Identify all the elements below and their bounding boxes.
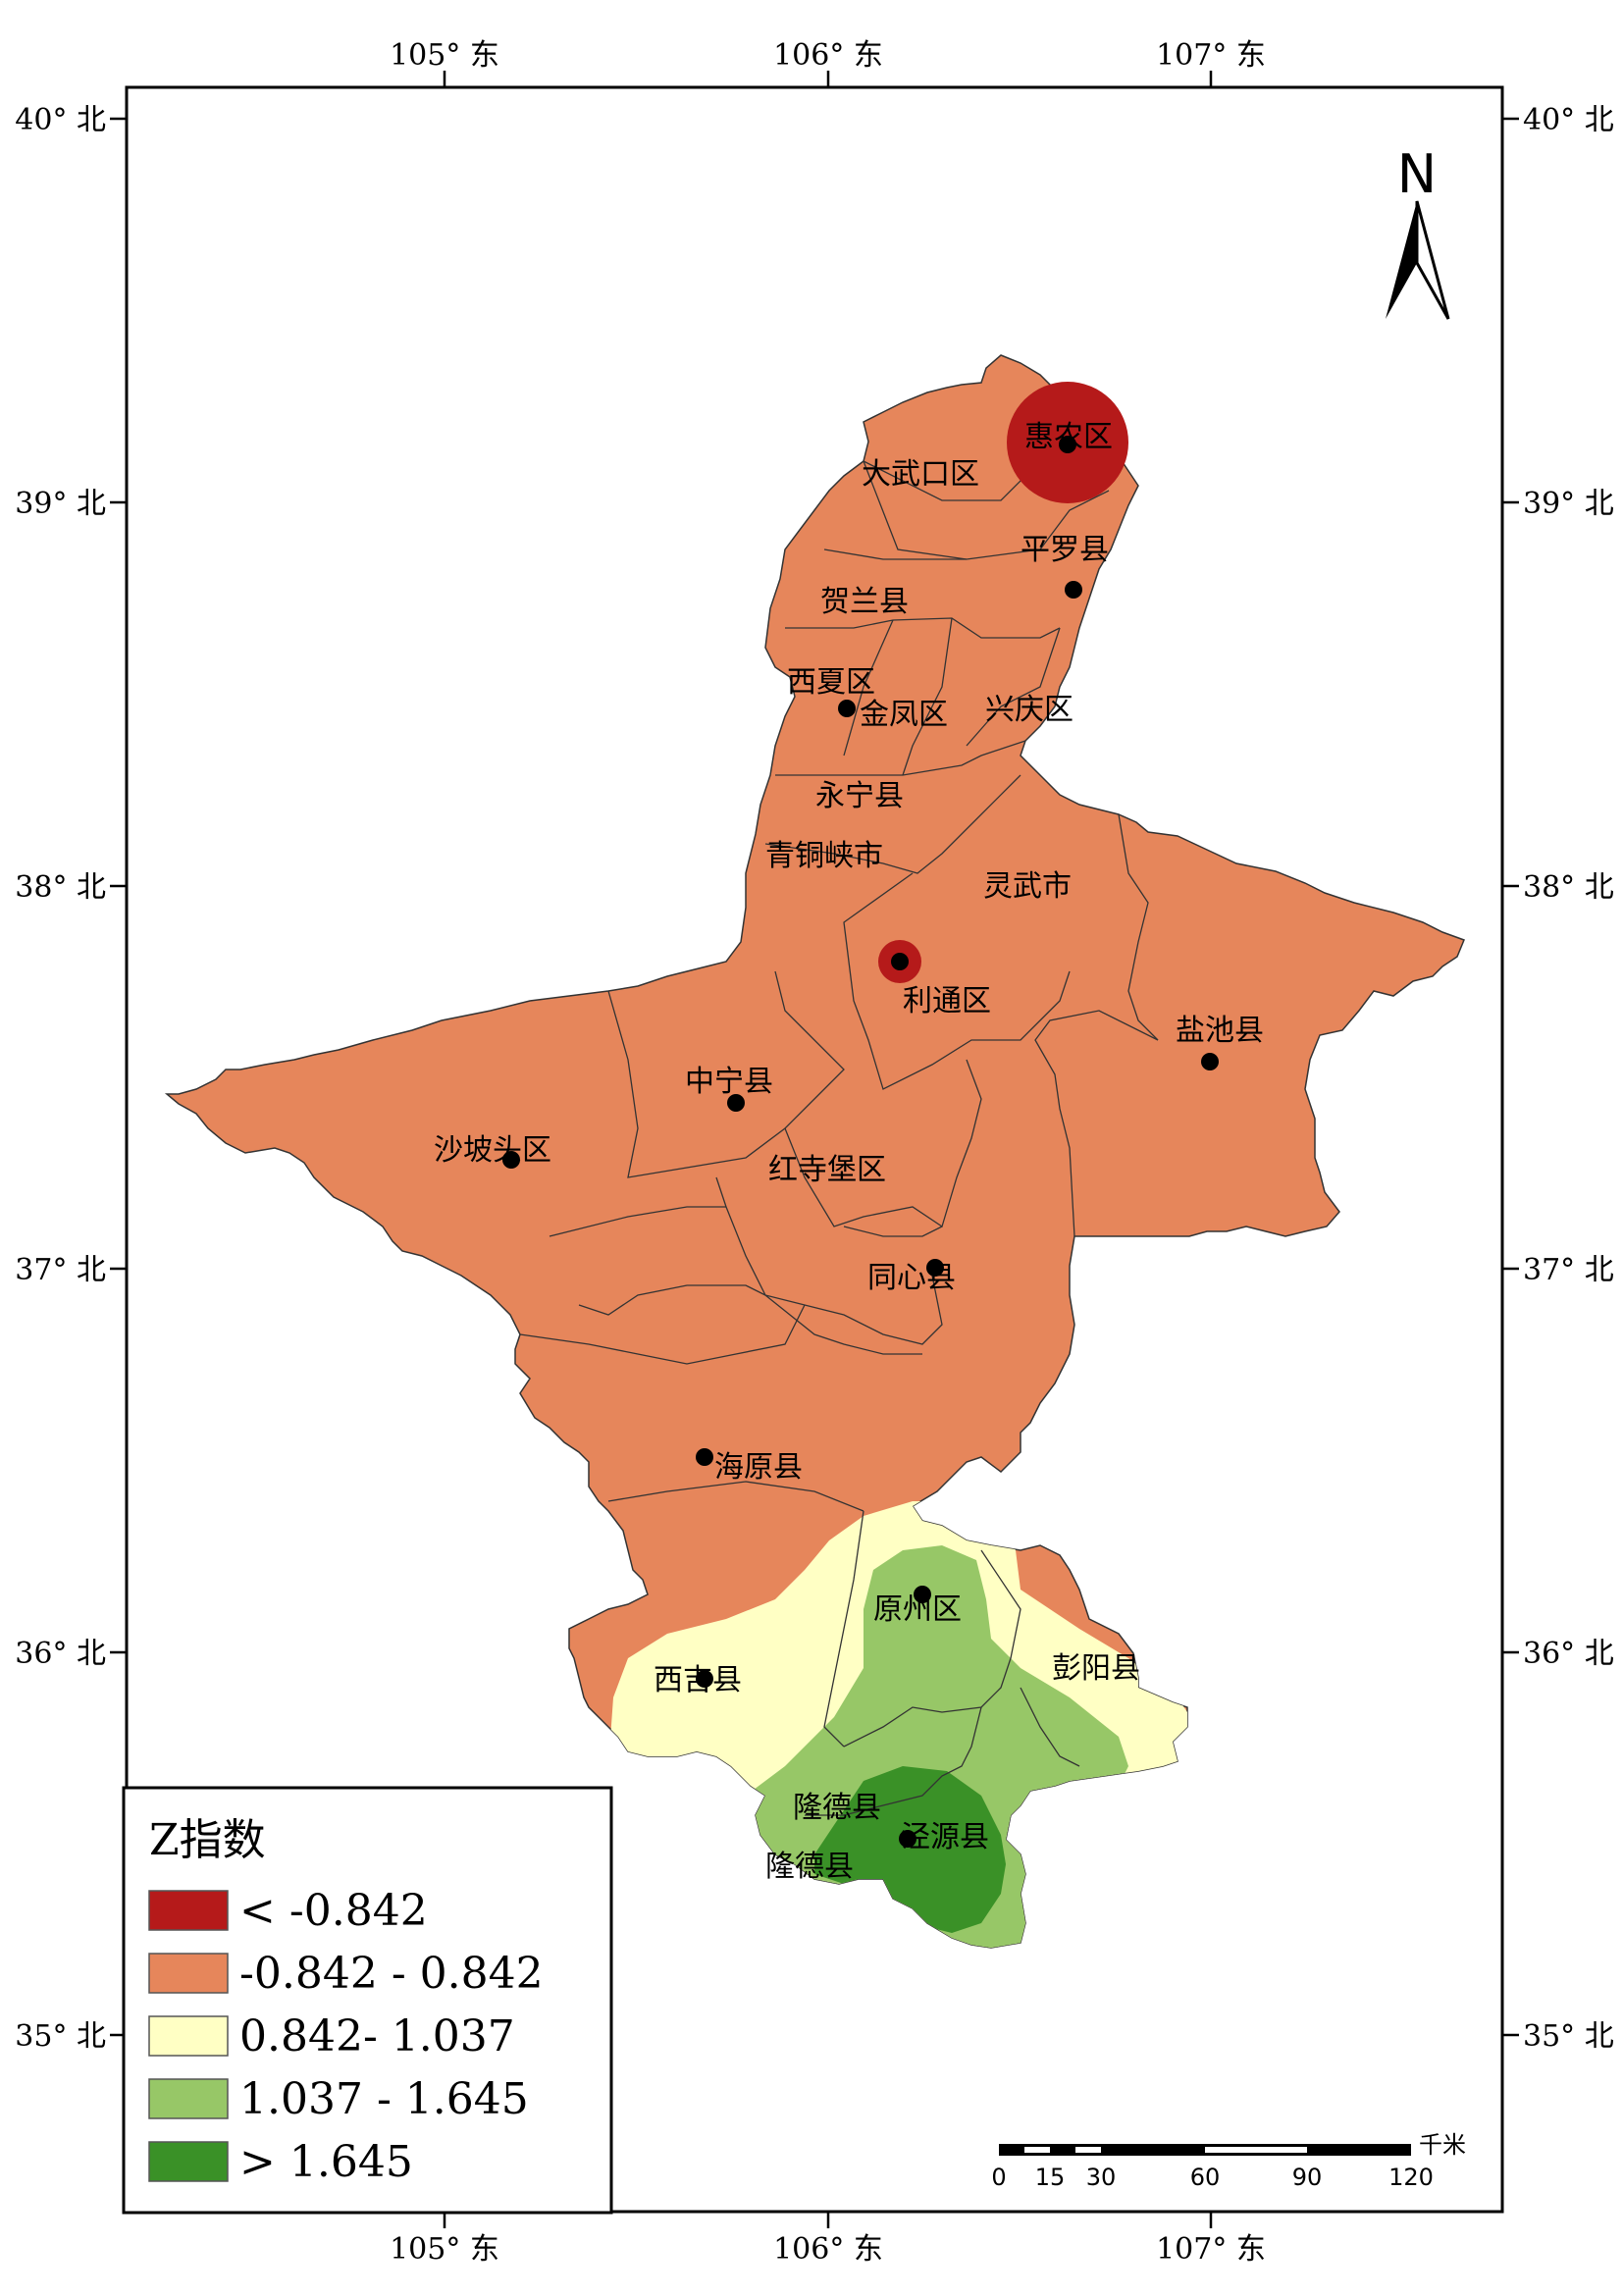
place-point: [1065, 581, 1082, 599]
top-longitude-label: 106° 东: [773, 38, 883, 73]
place-label: 同心县: [867, 1261, 956, 1295]
place-label: 海原县: [714, 1450, 803, 1485]
place-label: 盐池县: [1176, 1014, 1264, 1048]
right-latitude-label: 40° 北: [1523, 103, 1614, 137]
top-longitude-label: 105° 东: [390, 38, 499, 73]
bottom-longitude-label: 107° 东: [1156, 2232, 1266, 2267]
place-point: [696, 1670, 713, 1688]
legend-swatch: [148, 2078, 229, 2119]
place-label: 原州区: [873, 1592, 962, 1627]
place-point: [727, 1094, 745, 1112]
place-label: 红寺堡区: [768, 1153, 886, 1187]
place-label: 兴庆区: [985, 693, 1073, 727]
legend-label: 1.037 - 1.645: [239, 2074, 529, 2124]
legend-swatch: [148, 1890, 229, 1931]
place-label: 平罗县: [1021, 533, 1109, 567]
place-label: 彭阳县: [1052, 1651, 1140, 1686]
legend-swatch: [148, 1953, 229, 1994]
scale-tick-label: 15: [1035, 2164, 1066, 2191]
scale-tick-label: 120: [1388, 2164, 1434, 2191]
right-latitude-label: 38° 北: [1523, 870, 1614, 905]
place-label: 金凤区: [860, 698, 948, 732]
place-point: [899, 1830, 916, 1848]
north-arrow-letter: N: [1397, 143, 1437, 205]
legend-label: > 1.645: [239, 2137, 413, 2187]
place-label: 灵武市: [983, 869, 1072, 904]
right-latitude-label: 35° 北: [1523, 2019, 1614, 2054]
place-points: [502, 436, 1219, 1848]
place-label: 利通区: [903, 984, 991, 1018]
right-latitude-label: 39° 北: [1523, 487, 1614, 521]
left-latitude-label: 39° 北: [15, 487, 106, 521]
graticule-labels: 105° 东 106° 东 107° 东 105° 东 106° 东 107° …: [15, 38, 1613, 2267]
place-label: 惠农区: [1024, 420, 1113, 454]
place-label: 中宁县: [685, 1065, 773, 1099]
place-point: [502, 1151, 520, 1169]
place-label: 隆德县: [793, 1791, 881, 1825]
bottom-longitude-label: 106° 东: [773, 2232, 883, 2267]
legend-label: 0.842- 1.037: [239, 2011, 515, 2061]
scale-bar: 千米 0 15 30 60 90 120: [991, 2131, 1466, 2191]
legend-swatch: [148, 2015, 229, 2057]
legend-label: -0.842 - 0.842: [239, 1949, 544, 1999]
place-label: 西夏区: [787, 665, 875, 700]
scale-tick-label: 0: [991, 2164, 1006, 2191]
left-latitude-label: 37° 北: [15, 1253, 106, 1287]
place-label: 贺兰县: [820, 585, 909, 619]
scale-tick-label: 90: [1292, 2164, 1323, 2191]
legend-title: Z指数: [149, 1815, 266, 1865]
legend-label: < -0.842: [239, 1886, 428, 1936]
place-label: 永宁县: [815, 779, 904, 813]
place-point: [891, 953, 909, 970]
zone-dark-green: [814, 1766, 1006, 1933]
right-latitude-label: 37° 北: [1523, 1253, 1614, 1287]
scale-tick-label: 30: [1086, 2164, 1117, 2191]
right-latitude-label: 36° 北: [1523, 1637, 1614, 1671]
left-latitude-label: 40° 北: [15, 103, 106, 137]
place-label: 青铜峡市: [765, 839, 883, 873]
left-latitude-label: 36° 北: [15, 1637, 106, 1671]
legend-swatch: [148, 2141, 229, 2182]
place-label: 泾源县: [901, 1820, 989, 1854]
place-point: [914, 1586, 931, 1603]
left-latitude-label: 35° 北: [15, 2019, 106, 2054]
place-labels: 惠农区 大武口区 平罗县 贺兰县 西夏区 金凤区 兴庆区 永宁县 青铜峡市 灵武…: [434, 420, 1264, 1884]
county-boundaries: [519, 460, 1159, 1816]
place-point: [838, 700, 856, 717]
top-longitude-label: 107° 东: [1156, 38, 1266, 73]
place-point: [696, 1448, 713, 1466]
scale-tick-label: 60: [1190, 2164, 1221, 2191]
bottom-longitude-label: 105° 东: [390, 2232, 499, 2267]
place-label: 隆德县: [765, 1850, 854, 1884]
north-arrow-icon: N: [1386, 143, 1450, 320]
place-point: [1201, 1053, 1219, 1070]
place-label: 西吉县: [654, 1663, 742, 1697]
place-label: 大武口区: [862, 457, 979, 492]
legend: Z指数 < -0.842 -0.842 - 0.842 0.842- 1.037…: [122, 1786, 613, 2215]
place-label: 沙坡头区: [434, 1133, 551, 1168]
scale-unit: 千米: [1419, 2131, 1466, 2159]
place-point: [926, 1259, 944, 1277]
left-latitude-label: 38° 北: [15, 870, 106, 905]
place-point: [1059, 436, 1076, 453]
